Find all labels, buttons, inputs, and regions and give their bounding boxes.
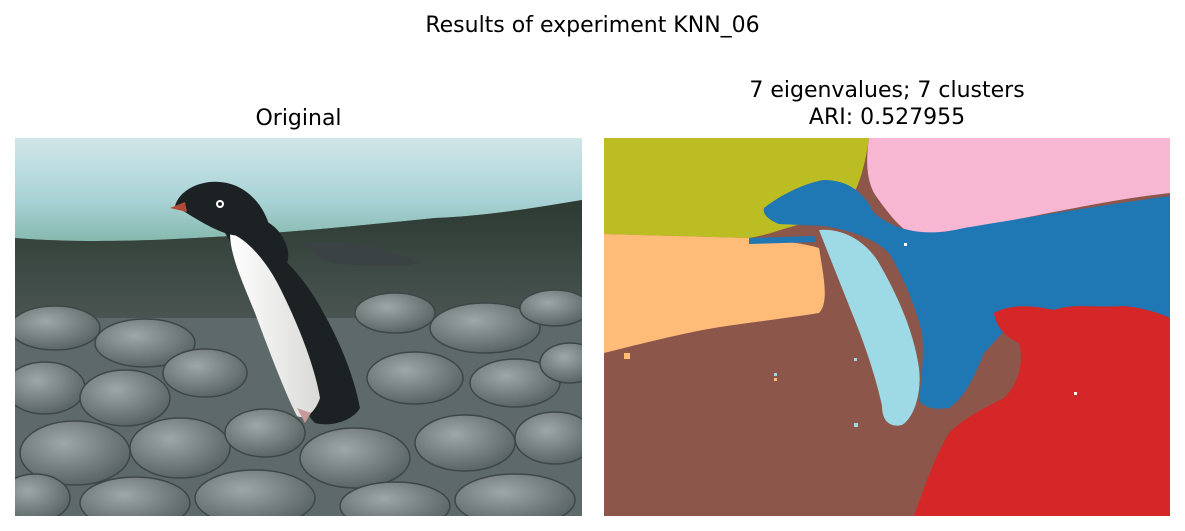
lightblue-speckles [774,358,858,427]
orange-speckles [624,308,808,381]
cluster-red-region [914,306,1170,516]
cluster-orange-region [604,234,825,353]
cluster-blue-stripe [749,236,816,244]
cluster-pink-region [867,138,1170,236]
cluster-blue-region [763,180,1170,409]
original-photo-svg [15,138,582,516]
cluster-lightblue-region [819,229,920,426]
segmentation-map-svg [604,138,1170,516]
segmentation-image [604,138,1170,516]
figure-suptitle: Results of experiment KNN_06 [425,13,760,38]
original-image [15,138,582,516]
dark-ground [15,200,582,318]
ice-region [15,138,582,241]
penguin [170,181,420,425]
segmentation-title-line-2: ARI: 0.527955 [808,105,966,130]
white-speckles [904,243,1077,395]
original-panel-title: Original [255,106,342,131]
segmentation-panel-title: 7 eigenvalues; 7 clusters ARI: 0.527955 [604,77,1170,131]
rocks-layer [15,289,582,516]
segmentation-title-line-1: 7 eigenvalues; 7 clusters [749,78,1025,103]
